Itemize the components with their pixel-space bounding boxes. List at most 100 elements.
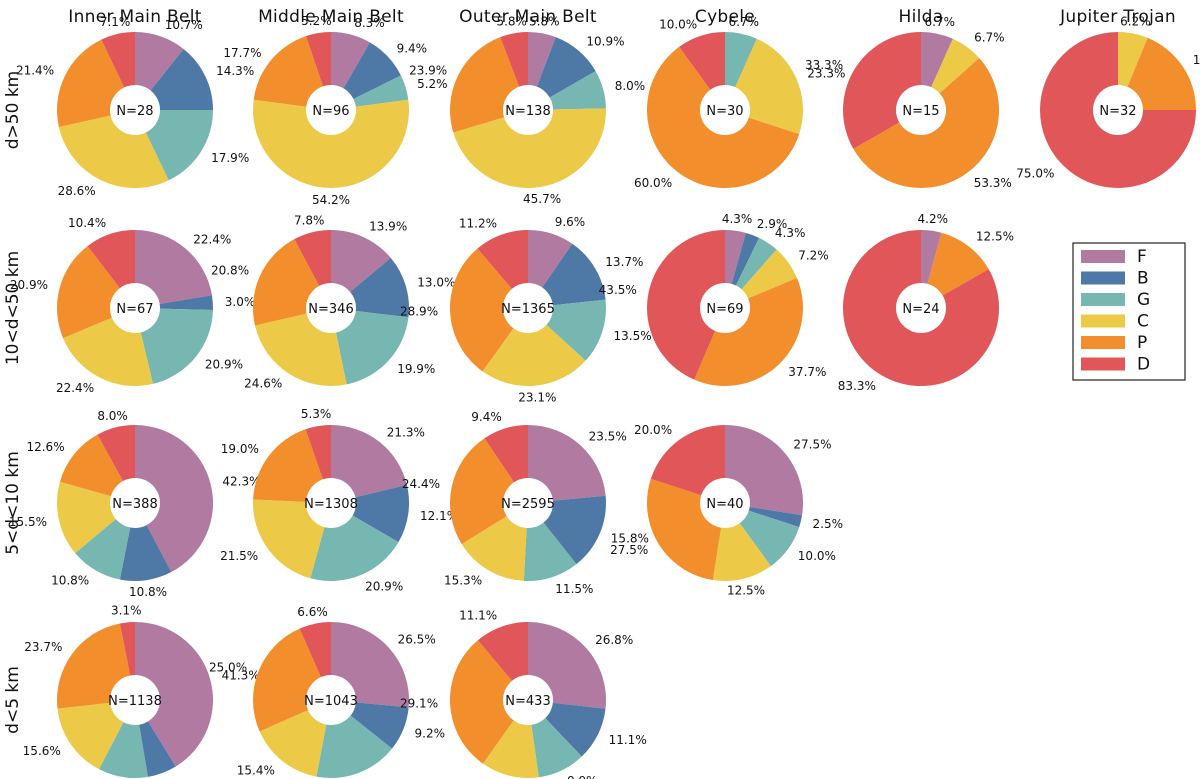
- slice-percent-label: 20.9%: [365, 579, 403, 593]
- donut-hole: [503, 675, 553, 725]
- slice-percent-label: 3.0%: [225, 295, 256, 309]
- legend-label: C: [1137, 312, 1149, 332]
- pie-slice-p: [59, 434, 135, 503]
- pie-slice-g: [331, 308, 409, 385]
- slice-percent-label: 10.7%: [165, 18, 203, 32]
- slice-percent-label: 21.3%: [387, 425, 425, 439]
- pie-slice-c: [253, 99, 409, 189]
- slice-percent-label: 7.2%: [798, 249, 829, 263]
- slice-percent-label: 42.3%: [222, 474, 260, 488]
- pie-chart: 6.7% 23.3% 60.0% 10.0% N=30: [634, 15, 845, 190]
- column-title: Middle Main Belt: [258, 7, 404, 27]
- pie-slice-c: [461, 503, 528, 581]
- pie-slice-p: [921, 232, 989, 308]
- legend-label: P: [1137, 333, 1147, 353]
- sample-count-label: N=69: [706, 302, 743, 317]
- pie-slice-f: [331, 425, 407, 503]
- slice-percent-label: 5.8%: [496, 15, 527, 29]
- donut-hole: [110, 478, 160, 528]
- slice-percent-label: 10.0%: [798, 549, 836, 563]
- slice-percent-label: 11.1%: [609, 733, 647, 747]
- legend-swatch: [1081, 336, 1125, 349]
- slice-percent-label: 12.5%: [976, 230, 1014, 244]
- slice-percent-label: 18.8%: [1193, 53, 1200, 67]
- sample-count-label: N=1365: [501, 302, 555, 317]
- legend-box: [1072, 242, 1186, 381]
- donut-hole: [700, 478, 750, 528]
- slice-percent-label: 20.8%: [211, 264, 249, 278]
- donut-hole: [503, 283, 553, 333]
- slice-percent-label: 25.0%: [209, 660, 247, 674]
- slice-percent-label: 5.2%: [417, 77, 448, 91]
- slice-percent-label: 10.9%: [586, 35, 624, 49]
- donut-hole: [700, 85, 750, 135]
- pie-slice-d: [647, 230, 725, 380]
- slice-percent-label: 28.6%: [58, 184, 96, 198]
- slice-percent-label: 13.7%: [605, 255, 643, 269]
- slice-percent-label: 20.9%: [10, 278, 48, 292]
- donut-hole: [306, 283, 356, 333]
- donut-hole: [896, 85, 946, 135]
- slice-percent-label: 13.5%: [614, 329, 652, 343]
- legend-label: F: [1137, 247, 1147, 267]
- sample-count-label: N=30: [706, 104, 743, 119]
- pie-slice-p: [449, 640, 528, 764]
- slice-percent-label: 8.0%: [97, 409, 128, 423]
- donut-hole: [306, 675, 356, 725]
- pie-slice-p: [253, 36, 331, 110]
- slice-percent-label: 5.8%: [529, 15, 560, 29]
- slice-percent-label: 23.9%: [409, 63, 447, 77]
- slice-percent-label: 6.7%: [925, 15, 956, 29]
- slice-percent-label: 12.6%: [26, 440, 64, 454]
- pie-slice-f: [135, 230, 212, 308]
- donut-hole: [110, 85, 160, 135]
- legend-swatch: [1081, 271, 1125, 285]
- slice-percent-label: 22.4%: [56, 381, 94, 395]
- pie-chart: 6.7% 6.7% 53.3% 33.3% N=15: [805, 15, 1012, 190]
- sample-count-label: N=1308: [304, 497, 358, 512]
- sample-count-label: N=1043: [304, 694, 358, 709]
- sample-count-label: N=388: [112, 497, 157, 512]
- slice-percent-label: 17.7%: [223, 46, 261, 60]
- slice-percent-label: 6.7%: [729, 15, 760, 29]
- slice-percent-label: 19.0%: [221, 442, 259, 456]
- slice-percent-label: 4.3%: [775, 226, 806, 240]
- slice-percent-label: 24.6%: [244, 377, 282, 391]
- slice-percent-label: 17.3%: [362, 777, 400, 779]
- slice-percent-label: 9.4%: [471, 410, 502, 424]
- slice-percent-label: 4.3%: [722, 212, 753, 226]
- slice-percent-label: 20.9%: [205, 358, 243, 372]
- slice-percent-label: 43.5%: [599, 283, 637, 297]
- pie-chart: 9.6% 13.7% 13.5% 23.1% 28.9% 11.2% N=1365: [400, 215, 652, 404]
- slice-percent-label: 21.4%: [16, 64, 54, 78]
- donut-hole: [503, 478, 553, 528]
- sample-count-label: N=2595: [501, 497, 555, 512]
- slice-percent-label: 27.5%: [610, 543, 648, 557]
- pie-chart: 41.3%6.1%10.3%15.6%23.7%3.1%N=1138: [23, 603, 260, 779]
- slice-percent-label: 20.0%: [634, 423, 672, 437]
- slice-percent-label: 3.1%: [111, 603, 142, 617]
- column-title: Hilda: [899, 7, 944, 27]
- row-label: 10<d<50 km: [3, 251, 23, 365]
- column-title: Outer Main Belt: [459, 7, 597, 27]
- pie-chart: 10.7% 14.3% 17.9% 28.6% 21.4% 7.1% N=28: [16, 15, 254, 198]
- slice-percent-label: 7.1%: [100, 15, 131, 29]
- slice-percent-label: 13.0%: [417, 275, 455, 289]
- slice-percent-label: 4.2%: [918, 212, 949, 226]
- slice-percent-label: 9.6%: [555, 215, 586, 229]
- slice-percent-label: 11.5%: [555, 582, 593, 596]
- pie-slice-c: [252, 499, 331, 579]
- slice-percent-label: 6.7%: [974, 30, 1005, 44]
- pie-chart: 21.3% 12.1% 20.9% 21.5% 19.0% 5.3% N=1308: [220, 407, 458, 593]
- pie-slice-c: [259, 700, 331, 777]
- slice-percent-label: 7.8%: [294, 214, 325, 228]
- slice-percent-label: 23.3%: [807, 67, 845, 81]
- pie-slice-f: [135, 425, 214, 573]
- sample-count-label: N=433: [505, 694, 550, 709]
- slice-percent-label: 83.3%: [838, 379, 876, 393]
- pie-chart: 26.8%11.1%9.9%12.0%29.1%11.1%N=433: [400, 608, 647, 779]
- slice-percent-label: 22.4%: [193, 232, 231, 246]
- donut-hole: [306, 478, 356, 528]
- slice-percent-label: 10.8%: [129, 585, 167, 599]
